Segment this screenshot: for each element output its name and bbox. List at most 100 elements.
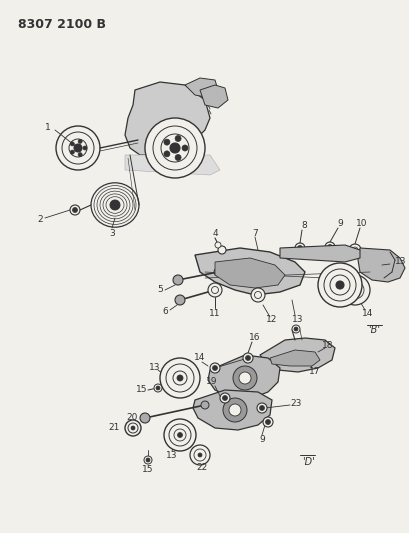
- Text: 11: 11: [209, 309, 220, 318]
- Circle shape: [245, 356, 250, 360]
- Circle shape: [177, 432, 182, 438]
- Circle shape: [265, 419, 270, 424]
- Circle shape: [291, 325, 299, 333]
- Text: 3: 3: [109, 229, 115, 238]
- Circle shape: [125, 420, 141, 436]
- Polygon shape: [200, 85, 227, 108]
- Text: 13: 13: [394, 257, 405, 266]
- Circle shape: [83, 146, 87, 150]
- Circle shape: [110, 200, 120, 210]
- Circle shape: [214, 242, 220, 248]
- Ellipse shape: [103, 194, 127, 216]
- Circle shape: [164, 139, 169, 145]
- Circle shape: [262, 417, 272, 427]
- Polygon shape: [184, 78, 218, 98]
- Polygon shape: [214, 258, 284, 288]
- Circle shape: [78, 152, 82, 157]
- Circle shape: [323, 269, 355, 301]
- Text: 7: 7: [252, 229, 257, 238]
- Circle shape: [177, 375, 182, 381]
- Circle shape: [327, 245, 332, 249]
- Text: 15: 15: [136, 385, 147, 394]
- Text: 16: 16: [249, 334, 260, 343]
- Circle shape: [161, 134, 189, 162]
- Circle shape: [160, 358, 200, 398]
- Circle shape: [166, 364, 193, 392]
- Circle shape: [70, 205, 80, 215]
- Circle shape: [164, 151, 169, 157]
- Text: 9: 9: [336, 220, 342, 229]
- Circle shape: [72, 207, 77, 213]
- Polygon shape: [270, 350, 319, 366]
- Circle shape: [211, 287, 218, 294]
- Text: 12: 12: [266, 316, 277, 325]
- Circle shape: [220, 393, 229, 403]
- Circle shape: [329, 275, 349, 295]
- Circle shape: [211, 286, 218, 294]
- Polygon shape: [125, 155, 220, 175]
- Circle shape: [144, 456, 152, 464]
- Circle shape: [154, 384, 162, 392]
- Circle shape: [339, 275, 369, 305]
- Circle shape: [128, 423, 138, 433]
- Circle shape: [256, 403, 266, 413]
- Circle shape: [153, 126, 196, 170]
- Text: 6: 6: [162, 308, 167, 317]
- Circle shape: [170, 143, 180, 153]
- Circle shape: [222, 398, 246, 422]
- Circle shape: [254, 292, 261, 298]
- Circle shape: [173, 275, 182, 285]
- Text: 14: 14: [362, 309, 373, 318]
- Circle shape: [182, 145, 188, 151]
- Circle shape: [139, 413, 150, 423]
- Text: 8307 2100 B: 8307 2100 B: [18, 18, 106, 31]
- Text: 2: 2: [37, 215, 43, 224]
- Text: 9: 9: [258, 435, 264, 445]
- Circle shape: [62, 132, 94, 164]
- Circle shape: [164, 419, 196, 451]
- Circle shape: [173, 371, 187, 385]
- Circle shape: [243, 353, 252, 363]
- Polygon shape: [259, 338, 334, 372]
- Text: 18: 18: [321, 341, 333, 350]
- Text: 'B': 'B': [367, 325, 379, 335]
- Circle shape: [352, 288, 356, 292]
- Circle shape: [169, 424, 191, 446]
- Circle shape: [145, 118, 204, 178]
- Text: 17: 17: [308, 367, 320, 376]
- Circle shape: [193, 449, 205, 461]
- Circle shape: [209, 363, 220, 373]
- Circle shape: [198, 453, 202, 457]
- Ellipse shape: [94, 185, 136, 224]
- Circle shape: [222, 395, 227, 400]
- Circle shape: [229, 404, 240, 416]
- Circle shape: [131, 426, 135, 430]
- Text: 5: 5: [157, 286, 162, 295]
- Circle shape: [317, 263, 361, 307]
- Circle shape: [207, 283, 221, 297]
- Text: 13: 13: [166, 450, 178, 459]
- Text: 19: 19: [206, 377, 217, 386]
- Circle shape: [146, 458, 150, 462]
- Text: 15: 15: [142, 465, 153, 474]
- Circle shape: [70, 142, 74, 146]
- Circle shape: [74, 144, 82, 152]
- Circle shape: [155, 386, 160, 390]
- Circle shape: [238, 372, 250, 384]
- Circle shape: [200, 401, 209, 409]
- Circle shape: [294, 243, 304, 253]
- Circle shape: [293, 327, 297, 331]
- Circle shape: [335, 281, 343, 289]
- Circle shape: [345, 281, 363, 299]
- Circle shape: [250, 288, 264, 302]
- Circle shape: [324, 242, 334, 252]
- Ellipse shape: [91, 183, 139, 227]
- Text: 21: 21: [108, 424, 120, 432]
- Text: 10: 10: [355, 220, 367, 229]
- Text: 4: 4: [212, 229, 217, 238]
- Circle shape: [70, 150, 74, 154]
- Ellipse shape: [106, 197, 124, 213]
- Polygon shape: [357, 248, 404, 282]
- Circle shape: [189, 445, 209, 465]
- Text: 1: 1: [45, 123, 51, 132]
